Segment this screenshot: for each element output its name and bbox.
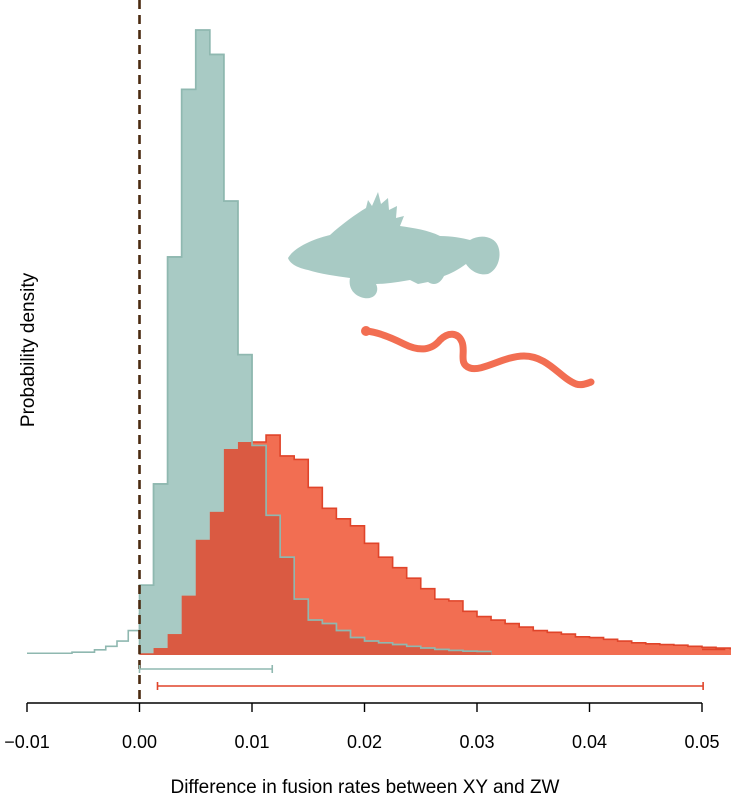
overlap-bar — [392, 644, 408, 655]
fish-bar — [139, 585, 154, 655]
snake-bar — [434, 599, 450, 655]
snake-bar — [589, 637, 604, 655]
snake-bar — [702, 647, 717, 655]
snake-bar — [420, 588, 436, 655]
fish-bar — [195, 30, 211, 655]
overlap-bar — [406, 646, 422, 655]
overlap-bar — [434, 649, 450, 655]
x-tick-label: 0.03 — [459, 732, 494, 752]
snake-bar — [617, 641, 633, 655]
x-tick-label: 0.05 — [684, 732, 719, 752]
fish-bar — [181, 89, 197, 655]
overlap-bar — [181, 595, 197, 655]
snake-bar — [322, 508, 337, 655]
overlap-bar — [167, 634, 183, 655]
snake-bar — [448, 600, 464, 655]
silhouettes — [288, 192, 595, 389]
x-tick-label: 0.00 — [122, 732, 157, 752]
overlap-bar — [195, 539, 211, 655]
snake-bar — [462, 611, 478, 655]
snake-bar — [603, 639, 619, 655]
overlap-region — [139, 29, 492, 655]
overlap-bar — [378, 642, 394, 655]
x-tick-label: −0.01 — [4, 732, 50, 752]
overlap-bar — [153, 648, 169, 655]
snake-bar — [533, 630, 548, 655]
snake-bar — [364, 543, 379, 655]
overlap-bar — [209, 511, 225, 655]
overlap-bar — [266, 515, 281, 655]
overlap-bar — [364, 641, 379, 655]
snake-bar — [659, 644, 675, 655]
overlap-bar — [223, 448, 239, 655]
overlap-bar — [462, 651, 478, 655]
fish-bar — [167, 256, 183, 655]
hpd-intervals — [138, 665, 704, 690]
snake-tail — [702, 648, 726, 651]
fish-outline-over — [139, 29, 492, 653]
overlap-bar — [252, 445, 267, 655]
snake-bar — [687, 646, 703, 655]
overlap-bar — [420, 648, 436, 655]
snake-bar — [547, 632, 562, 655]
x-tick-label: 0.02 — [347, 732, 382, 752]
x-axis: −0.01 0.00 0.01 0.02 0.03 0.04 0.05 — [4, 702, 720, 752]
snake-bar — [308, 487, 323, 655]
overlap-bar — [280, 557, 295, 655]
snake-bar — [336, 518, 351, 655]
snake-bar — [519, 627, 534, 655]
overlap-bar — [139, 653, 154, 655]
snake-bar — [350, 525, 365, 655]
overlap-bar — [308, 620, 323, 655]
x-tick-label: 0.01 — [234, 732, 269, 752]
snake-bar — [491, 620, 506, 655]
overlap-bar — [448, 650, 464, 655]
snake-bar — [505, 623, 520, 655]
fish-bar — [153, 483, 169, 655]
snake-bar — [561, 634, 576, 655]
fish-silhouette-icon — [288, 192, 500, 299]
overlap-bar — [237, 442, 253, 655]
x-axis-title: Difference in fusion rates between XY an… — [170, 777, 559, 798]
overlap-bar — [322, 623, 337, 655]
overlap-bar — [477, 651, 492, 655]
fish-tail — [27, 613, 141, 655]
snake-bar — [716, 648, 731, 655]
snake-bar — [378, 557, 394, 655]
overlap-bar — [294, 599, 309, 655]
snake-bar — [631, 642, 647, 655]
snake-bar — [392, 567, 408, 655]
y-axis-title: Probability density — [18, 272, 39, 427]
snake-bar — [406, 578, 422, 655]
snake-silhouette-icon — [362, 327, 595, 389]
snake-bar — [673, 645, 689, 655]
snake-bar — [645, 643, 661, 655]
snake-bar — [477, 616, 492, 655]
x-tick-label: 0.04 — [572, 732, 607, 752]
fish-bar — [209, 54, 225, 655]
overlap-bar — [350, 637, 365, 655]
snake-bar — [575, 636, 590, 655]
overlap-bar — [336, 630, 351, 655]
